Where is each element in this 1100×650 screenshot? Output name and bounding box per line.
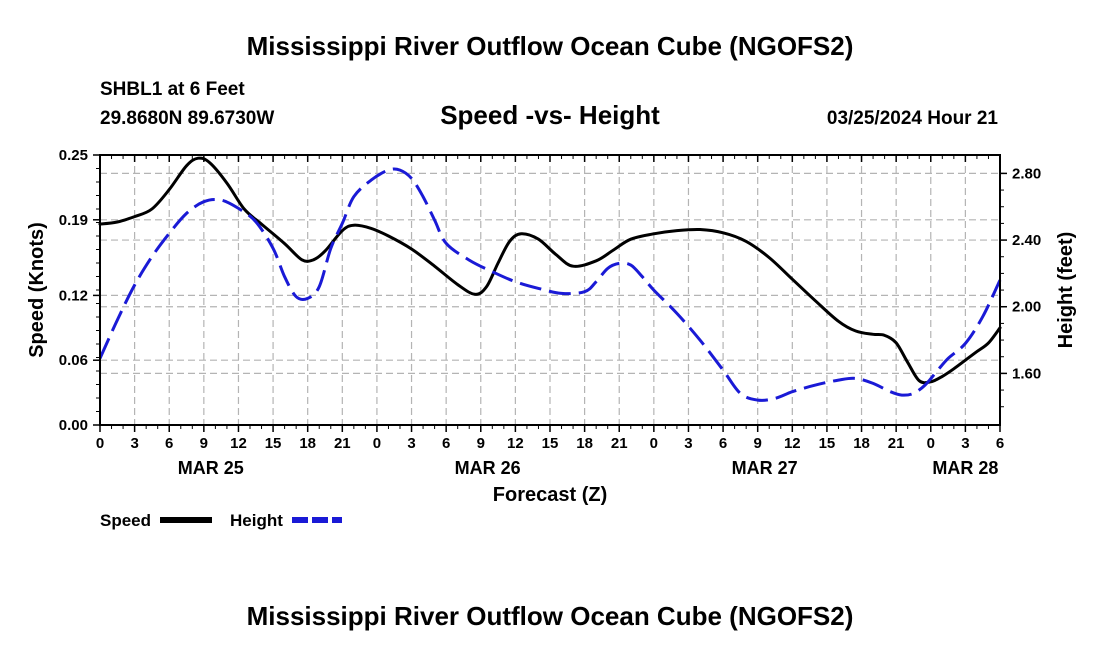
x-tick-label: 9 xyxy=(200,435,208,452)
x-tick-label: 3 xyxy=(407,435,415,452)
legend-height-label: Height xyxy=(230,511,283,530)
x-tick-label: 21 xyxy=(611,435,628,452)
plot-subtitle: Speed -vs- Height xyxy=(440,100,660,130)
location-label: 29.8680N 89.6730W xyxy=(100,108,274,129)
x-tick-label: 12 xyxy=(784,435,801,452)
x-axis-label: Forecast (Z) xyxy=(493,484,607,506)
x-tick-label: 3 xyxy=(130,435,138,452)
legend-speed-label: Speed xyxy=(100,511,151,530)
x-tick-label: 6 xyxy=(719,435,727,452)
y-left-tick-label: 0.00 xyxy=(59,417,88,434)
x-tick-label: 12 xyxy=(507,435,524,452)
footer-title: Mississippi River Outflow Ocean Cube (NG… xyxy=(247,601,854,631)
x-tick-label: 15 xyxy=(819,435,836,452)
x-tick-label: 12 xyxy=(230,435,247,452)
station-label: SHBL1 at 6 Feet xyxy=(100,79,245,100)
series-line-speed xyxy=(98,156,1002,385)
x-date-label: MAR 27 xyxy=(732,458,798,478)
y-left-tick-label: 0.25 xyxy=(59,147,88,164)
x-tick-label: 0 xyxy=(96,435,104,452)
x-tick-label: 6 xyxy=(442,435,450,452)
y-left-tick-label: 0.19 xyxy=(59,212,88,229)
x-tick-label: 9 xyxy=(477,435,485,452)
x-date-label: MAR 26 xyxy=(455,458,521,478)
legend: Speed Height xyxy=(100,511,342,530)
y-right-tick-label: 2.40 xyxy=(1012,232,1041,249)
x-tick-label: 6 xyxy=(165,435,173,452)
x-tick-label: 21 xyxy=(888,435,905,452)
y-left-tick-label: 0.06 xyxy=(59,352,88,369)
chart-title: Mississippi River Outflow Ocean Cube (NG… xyxy=(247,31,854,61)
y-right-tick-label: 2.80 xyxy=(1012,165,1041,182)
series-lines xyxy=(98,156,1002,402)
x-tick-label: 15 xyxy=(542,435,559,452)
x-date-label: MAR 25 xyxy=(178,458,244,478)
x-tick-label: 3 xyxy=(684,435,692,452)
y-right-tick-label: 1.60 xyxy=(1012,365,1041,382)
y-axis-right-label: Height (feet) xyxy=(1055,232,1077,349)
x-tick-label: 15 xyxy=(265,435,282,452)
axes: 0 3 6 9 12 15 18 21 0 3 6 9 12 15 18 21 0 3 6 9 12 15 18 21 0 3 6M… xyxy=(59,147,1041,478)
x-tick-label: 6 xyxy=(996,435,1004,452)
x-tick-label: 18 xyxy=(299,435,316,452)
y-axis-left-label: Speed (Knots) xyxy=(26,222,48,358)
x-tick-label: 18 xyxy=(576,435,593,452)
x-tick-label: 0 xyxy=(927,435,935,452)
x-tick-label: 21 xyxy=(334,435,351,452)
y-right-tick-label: 2.00 xyxy=(1012,299,1041,316)
run-time-label: 03/25/2024 Hour 21 xyxy=(827,108,999,129)
x-tick-label: 0 xyxy=(373,435,381,452)
x-tick-label: 3 xyxy=(961,435,969,452)
x-date-label: MAR 28 xyxy=(932,458,998,478)
y-left-tick-label: 0.12 xyxy=(59,287,88,304)
x-tick-label: 0 xyxy=(650,435,658,452)
x-tick-label: 9 xyxy=(754,435,762,452)
series-line-height xyxy=(98,167,1002,402)
x-tick-label: 18 xyxy=(853,435,870,452)
